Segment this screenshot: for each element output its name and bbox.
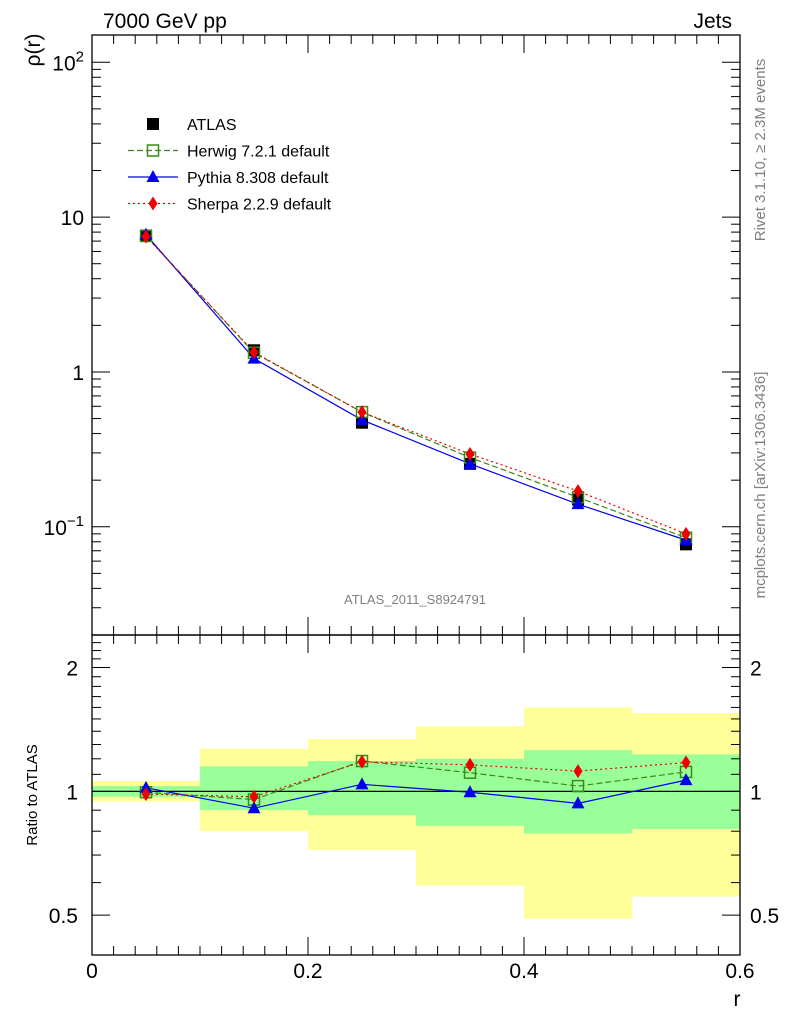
data-point-pythia [571, 796, 585, 809]
y-axis-label-main: ρ(r) [22, 34, 45, 67]
ratio-frame [91, 634, 741, 956]
data-point-pythia [247, 801, 261, 814]
legend: ATLAS Herwig 7.2.1 default Pythia 8.308 de… [128, 117, 332, 214]
y-tick-label-main: 102 [52, 48, 84, 75]
data-point-herwig [571, 779, 585, 793]
analysis-watermark: ATLAS_2011_S8924791 [344, 592, 486, 607]
series-line-pythia-main [145, 234, 687, 541]
data-point-pythia [139, 780, 153, 793]
data-point-sherpa [573, 484, 583, 499]
legend-label-herwig: Herwig 7.2.1 default [187, 144, 330, 161]
x-tick-label: 0.4 [509, 960, 539, 983]
data-point-sherpa [681, 526, 691, 541]
data-point-sherpa [249, 345, 259, 360]
y-tick-label-ratio-right: 1 [750, 781, 762, 804]
mcplots-reference-text: mcplots.cern.ch [arXiv:1306.3436] [752, 372, 769, 599]
y-axis-label-ratio: Ratio to ATLAS [24, 744, 41, 845]
data-point-pythia [463, 456, 477, 469]
y-tick-label-ratio-right: 0.5 [750, 905, 779, 928]
data-point-sherpa [681, 755, 691, 770]
y-tick-label-ratio: 0.5 [49, 905, 78, 928]
legend-label-pythia: Pythia 8.308 default [187, 170, 329, 187]
data-point-sherpa [141, 229, 151, 244]
x-axis-label: r [734, 988, 741, 1011]
data-point-herwig [146, 144, 160, 157]
series-line-sherpa-main [145, 236, 687, 535]
data-point-sherpa [573, 764, 583, 779]
y-tick-label-ratio: 1 [66, 781, 78, 804]
data-point-sherpa [148, 196, 158, 211]
y-tick-label-ratio: 2 [66, 658, 78, 681]
y-tick-label-ratio-right: 2 [750, 658, 762, 681]
legend-label-sherpa: Sherpa 2.2.9 default [187, 197, 332, 214]
data-point-atlas [147, 118, 159, 130]
data-point-pythia [463, 785, 477, 798]
data-point-pythia [355, 777, 369, 790]
data-point-sherpa [249, 789, 259, 804]
series-line-sherpa-ratio [145, 761, 687, 798]
legend-label-atlas: ATLAS [187, 117, 237, 134]
y-tick-label-main: 1 [72, 362, 84, 385]
y-tick-label-main: 10 [61, 207, 84, 230]
x-tick-label: 0.6 [725, 960, 754, 983]
rivet-version-text: Rivet 3.1.10, ≥ 2.3M events [752, 59, 769, 242]
data-point-pythia [679, 773, 693, 786]
main-panel: 102 10 1 10−1 [44, 34, 741, 955]
data-point-sherpa [141, 787, 151, 802]
x-tick-label: 0.2 [293, 960, 322, 983]
data-point-sherpa [357, 754, 367, 769]
series-line-herwig-main [145, 235, 687, 539]
ratio-panel: 0 0.2 0.4 0.6 0.5 0.5 1 1 2 2 [49, 634, 779, 983]
data-point-pythia [571, 497, 585, 510]
series-line-herwig-ratio [145, 760, 687, 801]
header-left: 7000 GeV pp [103, 10, 227, 33]
series-line-pythia-ratio [145, 779, 687, 809]
x-tick-label: 0 [86, 960, 98, 983]
data-point-sherpa [465, 447, 475, 462]
header-right: Jets [693, 10, 732, 33]
data-point-sherpa [465, 757, 475, 772]
data-point-pythia [146, 170, 160, 182]
data-point-sherpa [357, 405, 367, 420]
y-tick-label-main: 10−1 [44, 513, 84, 540]
